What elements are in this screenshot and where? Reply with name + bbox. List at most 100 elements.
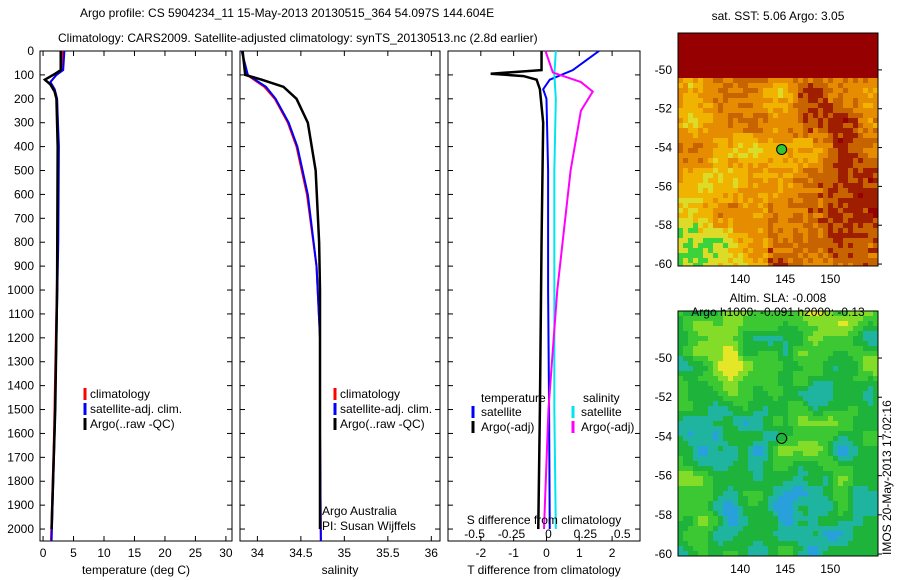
map-cell <box>778 446 783 451</box>
map-cell <box>778 411 783 416</box>
map-cell <box>688 138 693 143</box>
map-cell <box>788 233 793 238</box>
map-cell <box>773 103 778 108</box>
map-cell <box>873 521 878 526</box>
map-cell <box>728 451 733 456</box>
x-axis-label: T difference from climatology <box>467 563 621 577</box>
map-cell <box>753 541 758 546</box>
map-cell <box>863 376 868 381</box>
map-cell <box>683 143 688 148</box>
map-cell <box>828 526 833 531</box>
map-cell <box>713 441 718 446</box>
map-cell <box>838 53 843 58</box>
map-cell <box>833 153 838 158</box>
map-cell <box>678 173 683 178</box>
map-cell <box>678 78 683 83</box>
map-cell <box>843 138 848 143</box>
map-cell <box>783 521 788 526</box>
map-cell <box>788 58 793 63</box>
map-cell <box>803 496 808 501</box>
map-cell <box>718 431 723 436</box>
map-cell <box>773 163 778 168</box>
map-cell <box>773 491 778 496</box>
map-cell <box>843 78 848 83</box>
map-cell <box>788 48 793 53</box>
map-cell <box>778 331 783 336</box>
map-cell <box>743 38 748 43</box>
map-cell <box>708 516 713 521</box>
map-cell <box>728 198 733 203</box>
map-cell <box>738 208 743 213</box>
map-cell <box>698 501 703 506</box>
map-cell <box>743 183 748 188</box>
map-cell <box>733 446 738 451</box>
map-cell <box>778 376 783 381</box>
map-cell <box>708 356 713 361</box>
map-cell <box>698 118 703 123</box>
map-cell <box>803 326 808 331</box>
map-cell <box>873 321 878 326</box>
map-cell <box>863 43 868 48</box>
map-cell <box>873 346 878 351</box>
map-cell <box>728 516 733 521</box>
map-cell <box>683 93 688 98</box>
map-cell <box>728 496 733 501</box>
map-cell <box>833 311 838 316</box>
map-cell <box>858 68 863 73</box>
map-cell <box>873 426 878 431</box>
map-cell <box>733 391 738 396</box>
map-cell <box>758 188 763 193</box>
map-cell <box>823 521 828 526</box>
map-cell <box>723 38 728 43</box>
map-cell <box>833 113 838 118</box>
map-cell <box>738 158 743 163</box>
map-cell <box>803 431 808 436</box>
map-cell <box>693 243 698 248</box>
map-cell <box>693 521 698 526</box>
map-cell <box>848 426 853 431</box>
map-cell <box>688 331 693 336</box>
map-cell <box>848 406 853 411</box>
map-cell <box>728 158 733 163</box>
map-cell <box>848 396 853 401</box>
map-cell <box>693 148 698 153</box>
map-cell <box>713 471 718 476</box>
map-cell <box>763 228 768 233</box>
map-cell <box>773 531 778 536</box>
map-cell <box>848 183 853 188</box>
map-cell <box>703 208 708 213</box>
map-cell <box>848 233 853 238</box>
map-cell <box>743 396 748 401</box>
map-cell <box>678 258 683 263</box>
map-cell <box>733 218 738 223</box>
map-cell <box>723 228 728 233</box>
map-cell <box>768 551 773 556</box>
map-cell <box>763 471 768 476</box>
map-cell <box>838 426 843 431</box>
map-cell <box>733 113 738 118</box>
map-cell <box>828 83 833 88</box>
map-cell <box>828 168 833 173</box>
map-cell <box>733 431 738 436</box>
map-cell <box>873 416 878 421</box>
map-cell <box>723 68 728 73</box>
map-cell <box>758 253 763 258</box>
map-cell <box>743 511 748 516</box>
map-cell <box>788 371 793 376</box>
map-cell <box>678 461 683 466</box>
map-cell <box>738 218 743 223</box>
map-cell <box>748 178 753 183</box>
map-cell <box>708 243 713 248</box>
map-cell <box>823 168 828 173</box>
map-cell <box>808 218 813 223</box>
map-cell <box>838 78 843 83</box>
map-cell <box>798 48 803 53</box>
map-cell <box>723 78 728 83</box>
map-cell <box>778 361 783 366</box>
map-cell <box>823 68 828 73</box>
map-cell <box>823 133 828 138</box>
map-cell <box>873 466 878 471</box>
imos-stamp: IMOS 20-May-2013 17:02:16 <box>880 400 894 555</box>
map-cell <box>848 541 853 546</box>
map-cell <box>813 98 818 103</box>
